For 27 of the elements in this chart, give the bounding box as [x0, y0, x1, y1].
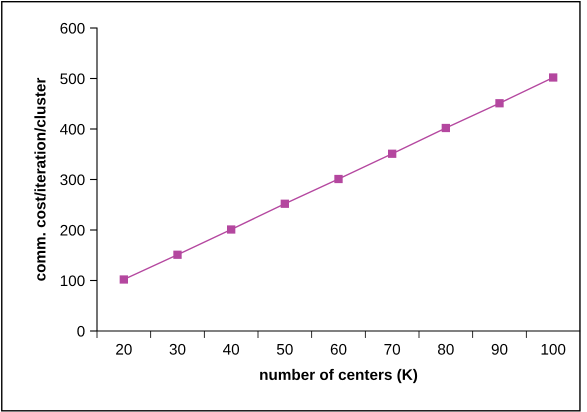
point: [120, 275, 128, 284]
x-tick-label: 60: [330, 344, 346, 355]
point: [334, 174, 343, 184]
y-axis-title: comm. cost/iteration/cluster: [34, 78, 46, 281]
x-tick-label: 50: [276, 344, 293, 355]
y-tick-label: 500: [60, 73, 85, 84]
x-axis-title: number of centers (K): [260, 368, 418, 384]
x-tick-label: 30: [170, 344, 186, 355]
x-tick-label: 70: [384, 344, 400, 355]
y-tick-label: 100: [60, 275, 85, 286]
x-tick-label: 20: [116, 344, 132, 355]
point: [442, 124, 450, 132]
point: [549, 73, 558, 82]
point: [388, 150, 396, 158]
point: [495, 99, 504, 108]
x-tick-label: 40: [223, 344, 240, 355]
x-tick-label: 90: [492, 344, 508, 355]
x-tick-label: 80: [438, 344, 454, 355]
x-tick-label: 100: [542, 344, 566, 355]
point: [227, 225, 236, 234]
point: [173, 250, 182, 259]
y-tick-label: 400: [60, 124, 85, 135]
y-tick-label: 0: [77, 326, 85, 337]
y-tick-label: 200: [60, 224, 85, 236]
y-tick-label: 600: [60, 22, 85, 34]
point: [280, 200, 289, 208]
y-tick-label: 300: [60, 174, 85, 186]
